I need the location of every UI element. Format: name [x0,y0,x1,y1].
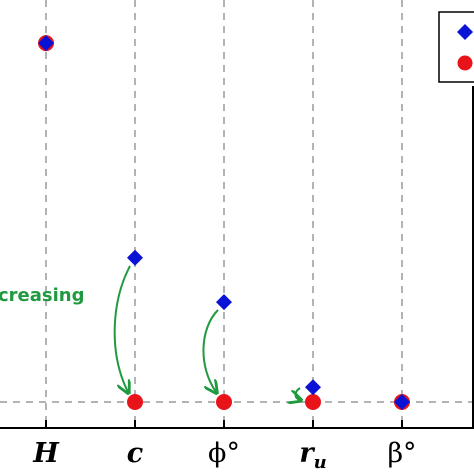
data-points [38,35,410,410]
arrow-c [113,265,131,392]
tick-label-1: c [127,438,143,469]
tick-label-0: H [32,438,60,469]
point-circle-3 [305,394,321,410]
annotation-text: creasing [0,285,84,306]
legend-box [438,11,474,83]
arrow-ru [296,387,301,400]
legend-circle-marker [457,55,473,71]
decrease-arrows [113,265,301,400]
arrow-phi [202,309,218,392]
point-diamond-4 [394,394,410,410]
point-diamond-3 [305,379,321,396]
point-circle-2 [216,394,232,410]
point-circle-1 [127,394,143,410]
point-diamond-1 [127,249,143,266]
tick-label-4: β° [387,438,416,469]
point-diamond-2 [216,294,232,311]
tick-label-3: ru [299,438,326,473]
legend-diamond-marker [457,24,473,40]
point-diamond-0 [38,35,54,52]
vertical-grid-lines [45,0,403,428]
x-axis-ticks [45,420,403,428]
tick-label-2: ϕ° [208,438,240,469]
legend [438,11,474,83]
